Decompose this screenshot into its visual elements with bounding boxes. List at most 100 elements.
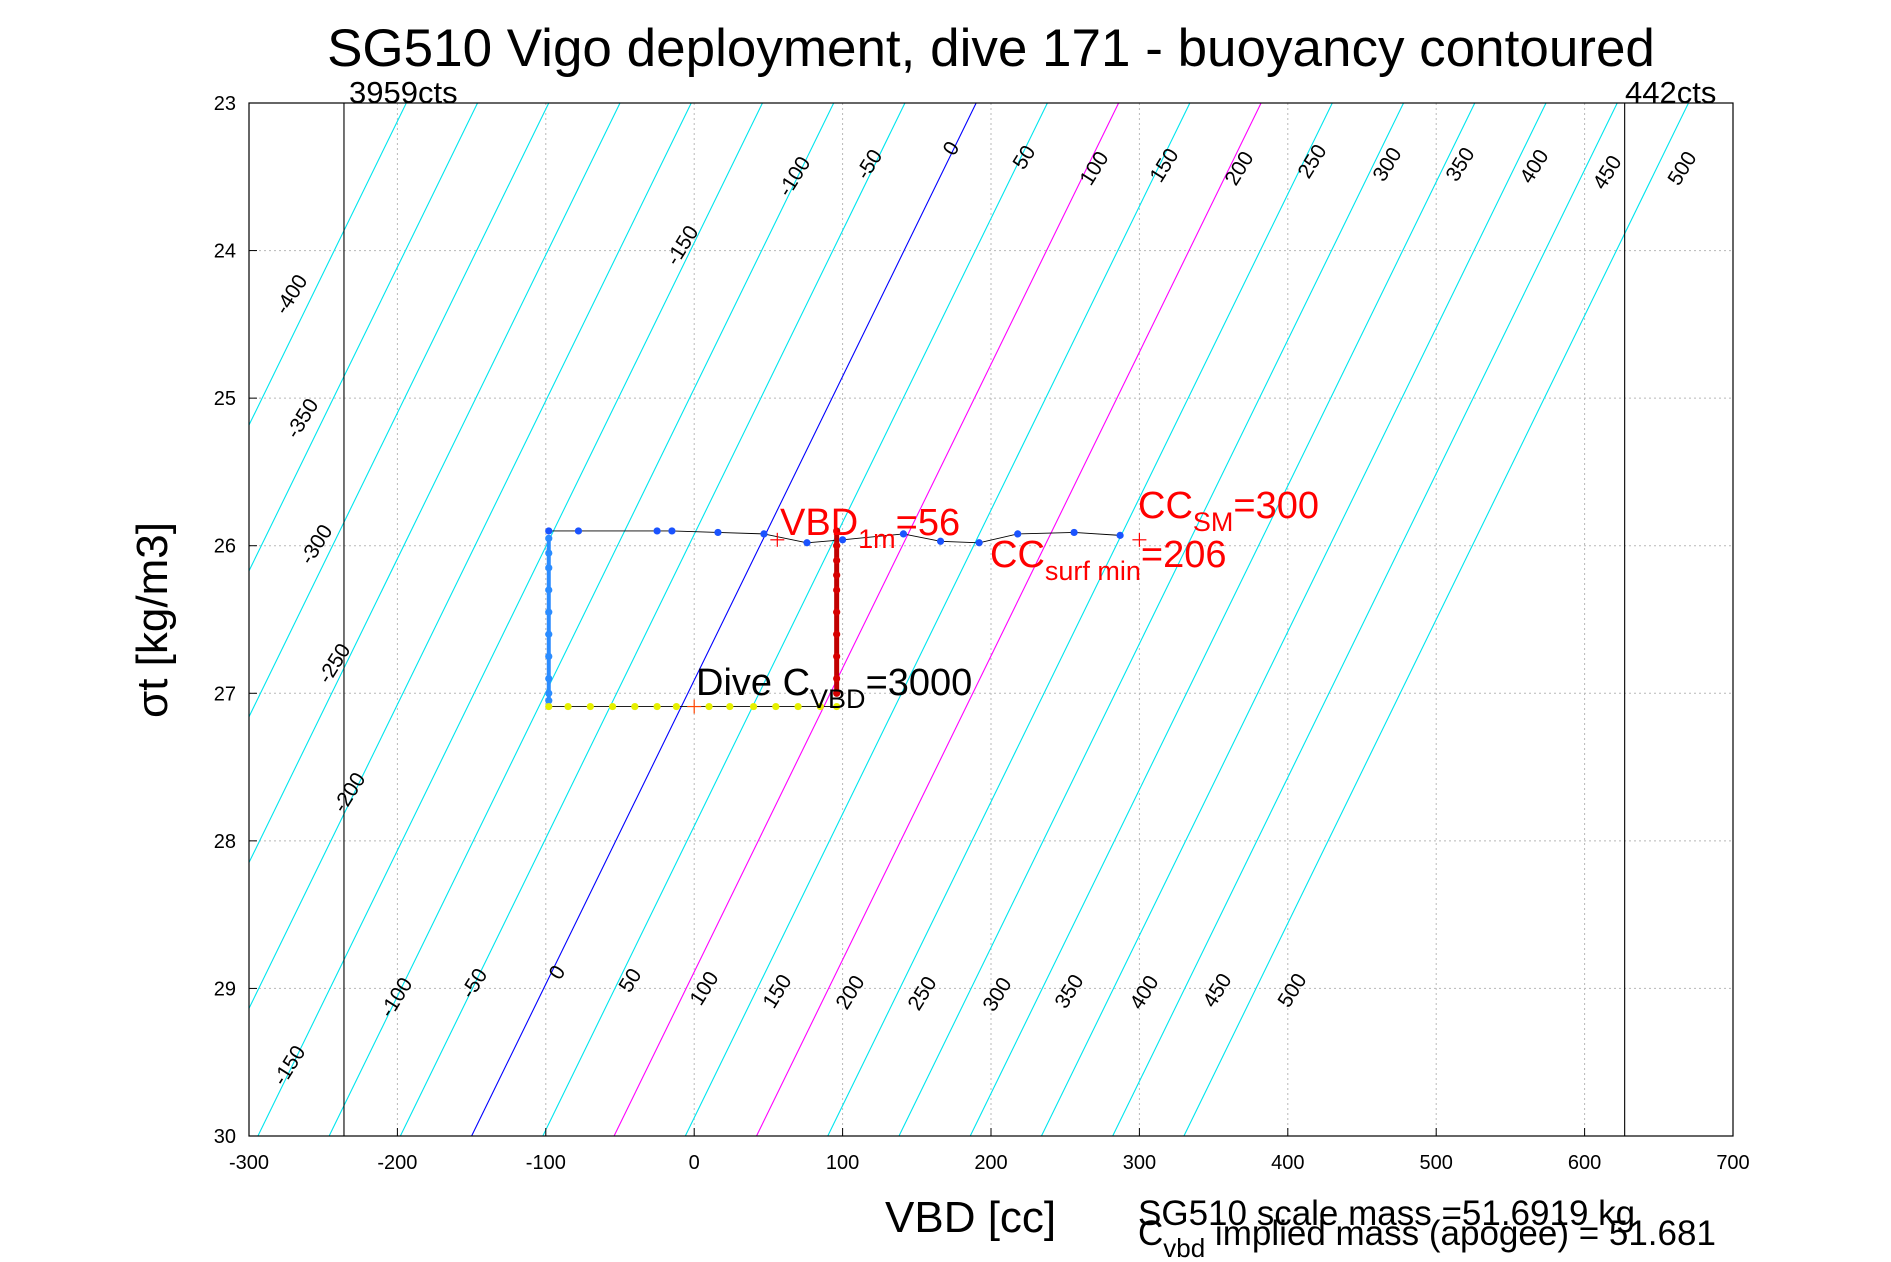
x-tick-label: 400 [1271, 1152, 1304, 1174]
data-point [833, 571, 841, 579]
data-point [839, 536, 847, 544]
data-point [631, 702, 639, 711]
x-tick-label: 0 [689, 1152, 700, 1174]
data-point [899, 530, 908, 538]
data-point [545, 549, 553, 557]
limit-label-max: 442cts [1625, 75, 1716, 110]
data-point [833, 556, 841, 565]
y-tick-label: 24 [214, 241, 236, 263]
y-tick-label: 28 [214, 831, 236, 853]
contour-line [1112, 103, 1618, 1136]
data-point [975, 539, 983, 547]
x-tick-label: -200 [377, 1152, 417, 1174]
data-point [833, 586, 841, 594]
contour-line [249, 103, 407, 427]
data-point [545, 564, 553, 572]
axis-ticks: -300 -200 -100 0 100 200 300 400 500 600 700 23 24 25… [214, 93, 1750, 1174]
data-point [668, 527, 676, 535]
data-point [936, 537, 945, 545]
y-tick-label: 25 [214, 388, 236, 410]
data-point [545, 527, 553, 535]
contour-line [257, 103, 763, 1136]
contour-line [328, 103, 835, 1136]
data-point [586, 702, 594, 711]
contour-line [1040, 103, 1547, 1136]
data-point [705, 702, 713, 711]
data-point [1070, 528, 1078, 537]
data-point [833, 608, 841, 616]
data-point [545, 630, 553, 638]
data-point [608, 702, 617, 711]
y-tick-label: 27 [214, 683, 236, 705]
cc-surf-min-annotation: CCsurf min=206 [990, 534, 1227, 586]
contour-line [1183, 103, 1689, 1136]
data-point [545, 702, 553, 711]
y-tick-label: 26 [214, 536, 236, 558]
x-tick-label: 500 [1420, 1152, 1453, 1174]
data-point [833, 689, 841, 697]
data-point [545, 689, 553, 697]
data-point [1116, 531, 1124, 539]
x-tick-label: 100 [826, 1152, 859, 1174]
data-point [545, 586, 553, 594]
contour-line [399, 103, 906, 1136]
vbd-1m-annotation: VBD1m=56 [780, 502, 960, 554]
x-tick-label: -300 [229, 1152, 269, 1174]
dive-data [545, 527, 1147, 714]
data-point [833, 542, 841, 550]
contour-line [827, 103, 1333, 1136]
grid-lines [249, 103, 1733, 1136]
y-axis-label: σt [kg/m3] [128, 522, 177, 718]
vbd-limit-lines [343, 103, 1626, 1136]
data-point [760, 530, 768, 538]
y-tick-label: 29 [214, 978, 236, 1000]
data-point [545, 674, 553, 683]
contour-line [542, 103, 1048, 1136]
data-point [833, 702, 841, 711]
x-tick-label: 300 [1123, 1152, 1156, 1174]
x-tick-label: -100 [526, 1152, 566, 1174]
x-tick-label: 600 [1568, 1152, 1601, 1174]
data-point [574, 527, 583, 535]
scale-mass-text: SG510 scale mass =51.6919 kg [1138, 1194, 1635, 1233]
implied-mass-text: Cvbd implied mass (apogee) = 51.681 [1138, 1214, 1716, 1262]
data-point [803, 539, 811, 547]
buoyancy-contours [249, 103, 1689, 1136]
data-point [833, 674, 841, 683]
y-tick-label: 23 [214, 93, 236, 115]
contour-line [249, 103, 479, 573]
data-point [545, 652, 553, 660]
data-point [794, 702, 802, 711]
data-point [545, 534, 553, 542]
data-point [545, 608, 553, 616]
contour-line [249, 103, 550, 718]
contour-line [249, 103, 621, 864]
data-point [833, 652, 841, 660]
contour-line [756, 103, 1262, 1136]
limit-label-min: 3959cts [349, 75, 458, 110]
x-tick-label: 700 [1716, 1152, 1749, 1174]
contour-line [684, 103, 1191, 1136]
data-point [1014, 530, 1022, 538]
data-point [833, 527, 841, 535]
dive-cvbd-annotation: Dive CVBD=3000 [696, 662, 972, 714]
data-point [714, 528, 722, 537]
data-point [726, 702, 734, 711]
data-point [653, 702, 661, 711]
chart-title: SG510 Vigo deployment, dive 171 - buoyan… [327, 19, 1655, 78]
contour-line [613, 103, 1120, 1136]
contour-line [471, 103, 977, 1136]
data-point [816, 702, 824, 711]
y-tick-label: 30 [214, 1126, 236, 1148]
data-point [653, 527, 661, 535]
contour-line [969, 103, 1476, 1136]
x-tick-label: 200 [974, 1152, 1007, 1174]
contour-line [898, 103, 1405, 1136]
x-axis-label: VBD [cc] [885, 1193, 1056, 1242]
contour-line [249, 103, 692, 1010]
data-point [772, 702, 780, 711]
data-point [672, 702, 680, 711]
data-point [833, 630, 841, 638]
